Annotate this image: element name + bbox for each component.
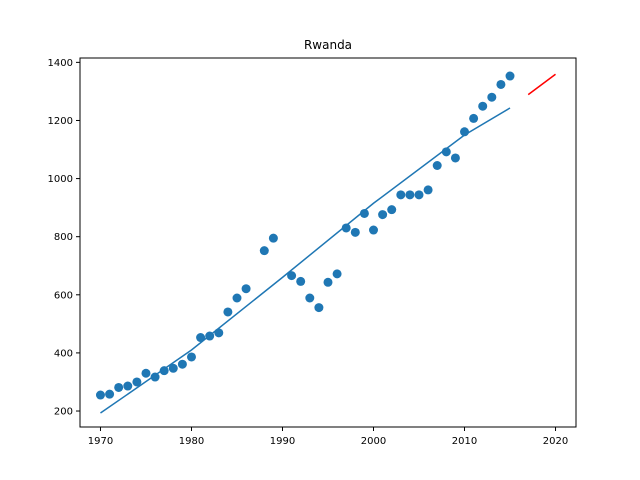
data-point	[232, 293, 242, 303]
y-tick-label: 1200	[48, 116, 73, 127]
y-tick-label: 200	[54, 407, 73, 418]
y-tick-label: 1400	[48, 58, 73, 69]
plot-frame	[79, 57, 577, 428]
data-point	[95, 390, 105, 400]
data-point	[405, 190, 415, 200]
data-point	[505, 71, 515, 81]
data-point	[132, 377, 142, 387]
data-point	[496, 79, 506, 89]
data-point	[396, 190, 406, 200]
data-point	[287, 271, 297, 281]
data-point	[323, 277, 333, 287]
data-point	[268, 233, 278, 243]
plot-area	[95, 71, 556, 414]
data-point	[196, 333, 206, 343]
data-point	[332, 269, 342, 279]
y-tick-label: 400	[54, 348, 73, 359]
data-point	[168, 363, 178, 373]
y-tick-label: 600	[54, 290, 73, 301]
data-point	[141, 368, 151, 378]
data-point	[369, 225, 379, 235]
data-point	[478, 101, 488, 111]
data-point	[159, 366, 169, 376]
x-tick-label: 1980	[179, 436, 204, 447]
y-tick-label: 800	[54, 232, 73, 243]
data-point	[450, 153, 460, 163]
data-point	[487, 92, 497, 102]
data-point	[414, 190, 424, 200]
data-point	[423, 185, 433, 195]
y-axis: 200 400 600 800 1000 1200 1400	[48, 58, 80, 418]
chart-title: Rwanda	[304, 38, 352, 52]
data-point	[359, 208, 369, 218]
data-point	[177, 359, 187, 369]
data-point	[314, 303, 324, 313]
data-point	[105, 389, 115, 399]
data-point	[387, 205, 397, 215]
data-point	[469, 113, 479, 123]
data-point	[241, 284, 251, 294]
data-point	[296, 276, 306, 286]
data-point	[305, 293, 315, 303]
x-tick-label: 2000	[361, 436, 386, 447]
data-point	[341, 223, 351, 233]
data-point	[186, 352, 196, 362]
fit-line	[100, 107, 511, 414]
data-point	[123, 381, 133, 391]
forecast-line	[527, 73, 556, 96]
data-point	[378, 210, 388, 220]
x-tick-label: 1970	[88, 436, 113, 447]
y-tick-label: 1000	[48, 174, 73, 185]
data-point	[350, 227, 360, 237]
data-point	[114, 382, 124, 392]
x-tick-label: 2020	[543, 436, 568, 447]
data-point	[214, 328, 224, 338]
x-axis: 1970 1980 1990 2000 2010 2020	[88, 427, 568, 447]
x-tick-label: 2010	[452, 436, 477, 447]
data-point	[223, 307, 233, 317]
x-tick-label: 1990	[270, 436, 295, 447]
data-point	[432, 161, 442, 171]
data-point	[259, 246, 269, 256]
data-point	[150, 372, 160, 382]
